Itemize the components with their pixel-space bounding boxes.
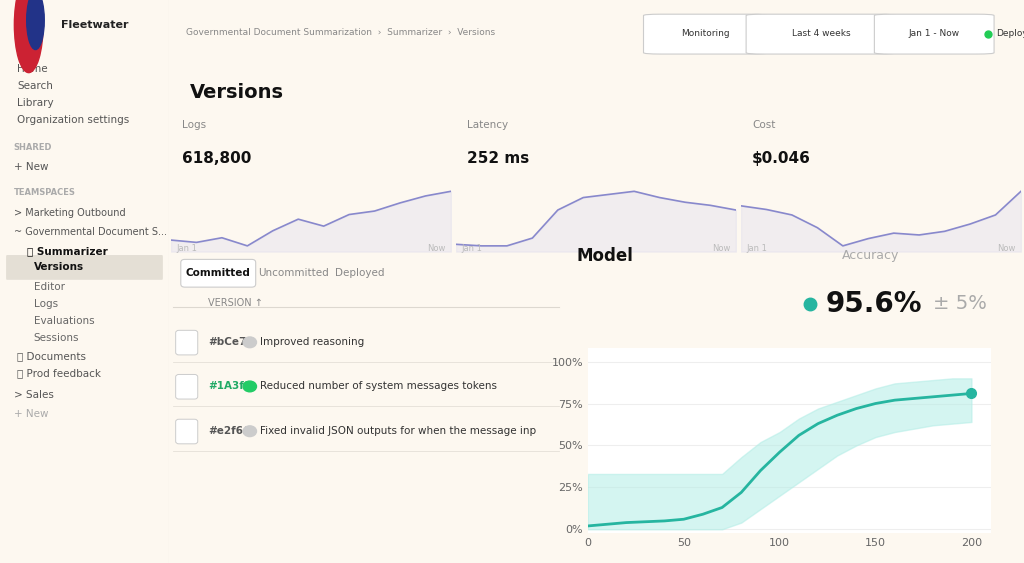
Text: Uncommitted: Uncommitted <box>258 268 329 278</box>
Text: ⧉ Documents: ⧉ Documents <box>16 351 86 361</box>
Text: Deployments: Deployments <box>995 29 1024 38</box>
Text: SHARED: SHARED <box>13 143 52 152</box>
Text: Jan 1 - Now: Jan 1 - Now <box>908 29 959 38</box>
Text: + New: + New <box>13 409 48 419</box>
Text: Cost: Cost <box>753 119 775 129</box>
Text: Home: Home <box>16 64 47 74</box>
Text: Committed: Committed <box>185 268 251 278</box>
Text: Fleetwater: Fleetwater <box>60 20 128 30</box>
Text: Editor: Editor <box>34 282 65 292</box>
Text: + New: + New <box>13 162 48 172</box>
Circle shape <box>27 0 44 50</box>
Circle shape <box>243 337 256 348</box>
Circle shape <box>243 426 256 436</box>
Text: Reduced number of system messages tokens: Reduced number of system messages tokens <box>260 382 497 391</box>
FancyBboxPatch shape <box>181 260 256 287</box>
FancyBboxPatch shape <box>176 330 198 355</box>
Text: $0.046: $0.046 <box>753 151 811 166</box>
Text: VERSION ↑: VERSION ↑ <box>209 298 263 308</box>
Text: Library: Library <box>16 98 53 108</box>
Text: > Sales: > Sales <box>13 390 53 400</box>
FancyBboxPatch shape <box>6 255 163 280</box>
Text: Jan 1: Jan 1 <box>462 244 482 253</box>
Text: Latency: Latency <box>467 119 508 129</box>
Text: TEAMSPACES: TEAMSPACES <box>13 188 76 197</box>
Circle shape <box>243 381 256 392</box>
Text: Evaluations: Evaluations <box>34 316 94 326</box>
FancyBboxPatch shape <box>874 14 994 54</box>
Text: ⧉ Summarizer: ⧉ Summarizer <box>27 247 108 257</box>
FancyBboxPatch shape <box>176 374 198 399</box>
Text: Organization settings: Organization settings <box>16 115 129 125</box>
Text: Model: Model <box>577 247 633 265</box>
Text: #bCe7D: #bCe7D <box>209 337 255 347</box>
Text: Now: Now <box>997 244 1016 253</box>
Text: Sessions: Sessions <box>34 333 79 343</box>
Text: Last 4 weeks: Last 4 weeks <box>792 29 850 38</box>
FancyBboxPatch shape <box>746 14 896 54</box>
Text: Versions: Versions <box>34 262 84 272</box>
Text: 95.6%: 95.6% <box>825 289 923 318</box>
Text: Versions: Versions <box>189 83 284 102</box>
Text: Governmental Document Summarization  ›  Summarizer  ›  Versions: Governmental Document Summarization › Su… <box>186 28 496 37</box>
FancyBboxPatch shape <box>176 419 198 444</box>
Text: ⧉ Prod feedback: ⧉ Prod feedback <box>16 368 101 378</box>
Text: Fixed invalid JSON outputs for when the message inp: Fixed invalid JSON outputs for when the … <box>260 426 536 436</box>
Text: Jan 1: Jan 1 <box>746 244 768 253</box>
FancyBboxPatch shape <box>643 14 768 54</box>
Text: 618,800: 618,800 <box>182 151 252 166</box>
Text: Logs: Logs <box>182 119 206 129</box>
Text: Jan 1: Jan 1 <box>176 244 198 253</box>
Text: Now: Now <box>712 244 730 253</box>
Circle shape <box>14 0 43 73</box>
Text: Accuracy: Accuracy <box>842 249 899 262</box>
Text: ± 5%: ± 5% <box>934 294 987 313</box>
Text: Search: Search <box>16 81 53 91</box>
Text: #1A3f9: #1A3f9 <box>209 382 251 391</box>
Text: #e2f6A: #e2f6A <box>209 426 251 436</box>
Text: Deployed: Deployed <box>336 268 385 278</box>
Text: Now: Now <box>427 244 445 253</box>
Text: ~ Governmental Document S...: ~ Governmental Document S... <box>13 227 167 237</box>
Text: Improved reasoning: Improved reasoning <box>260 337 364 347</box>
Text: Monitoring: Monitoring <box>681 29 730 38</box>
Text: Logs: Logs <box>34 299 58 309</box>
Text: 252 ms: 252 ms <box>467 151 529 166</box>
Text: > Marketing Outbound: > Marketing Outbound <box>13 208 125 218</box>
